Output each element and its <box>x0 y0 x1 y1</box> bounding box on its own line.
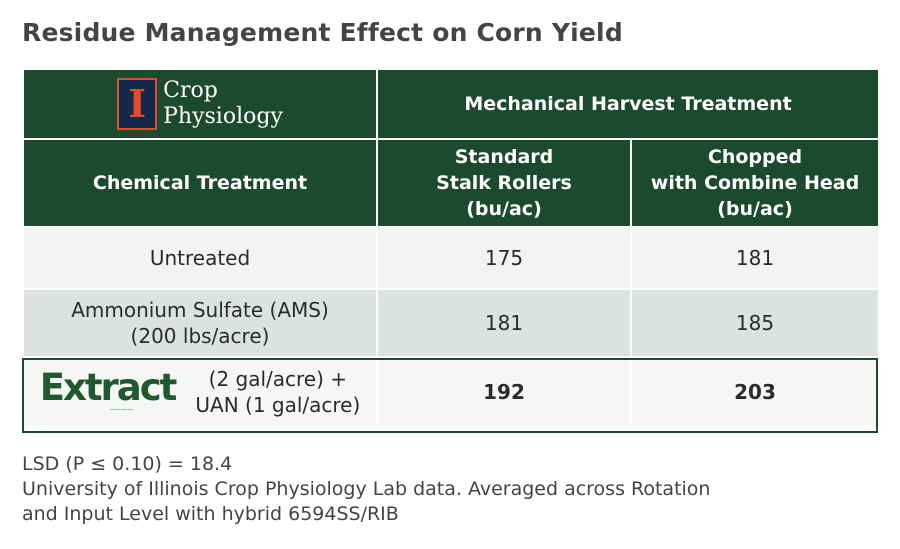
value-standard: 192 <box>376 356 632 428</box>
row-label: Extract ———— (2 gal/acre) + UAN (1 gal/a… <box>22 356 378 428</box>
table-row: Extract ———— (2 gal/acre) + UAN (1 gal/a… <box>22 356 881 428</box>
table-row: Untreated 175 181 <box>22 226 881 290</box>
extract-brand-logo: Extract ———— <box>39 366 178 413</box>
illinois-block-i-icon: I <box>117 78 158 130</box>
value-standard: 181 <box>376 288 632 358</box>
extract-rate-line1: (2 gal/acre) + <box>208 367 348 391</box>
value-standard: 175 <box>376 226 632 290</box>
chemical-treatment-header: Chemical Treatment <box>22 138 378 228</box>
row-label: Untreated <box>22 226 378 290</box>
row-label: Ammonium Sulfate (AMS) (200 lbs/acre) <box>22 288 378 358</box>
mechanical-harvest-header: Mechanical Harvest Treatment <box>375 68 881 140</box>
chart-title: Residue Management Effect on Corn Yield <box>22 18 623 47</box>
lsd-note: LSD (P ≤ 0.10) = 18.4 <box>22 453 233 475</box>
crop-physiology-logo: I Crop Physiology <box>117 78 283 130</box>
source-note-line2: and Input Level with hybrid 6594SS/RIB <box>22 503 399 525</box>
chopped-combine-header: Chopped with Combine Head (bu/ac) <box>629 138 881 228</box>
standard-stalk-rollers-header: Standard Stalk Rollers (bu/ac) <box>376 138 632 228</box>
footnote: LSD (P ≤ 0.10) = 18.4 University of Illi… <box>22 452 710 527</box>
yield-table: I Crop Physiology Mechanical Harvest Tre… <box>22 68 881 428</box>
value-chopped: 185 <box>629 288 881 358</box>
table-row: Ammonium Sulfate (AMS) (200 lbs/acre) 18… <box>22 288 881 358</box>
logo-line2: Physiology <box>163 104 283 129</box>
value-chopped: 203 <box>629 356 881 428</box>
value-chopped: 181 <box>629 226 881 290</box>
logo-cell: I Crop Physiology <box>22 68 378 140</box>
extract-rate-line2: UAN (1 gal/acre) <box>195 393 361 417</box>
logo-line1: Crop <box>163 78 218 103</box>
source-note-line1: University of Illinois Crop Physiology L… <box>22 478 711 500</box>
